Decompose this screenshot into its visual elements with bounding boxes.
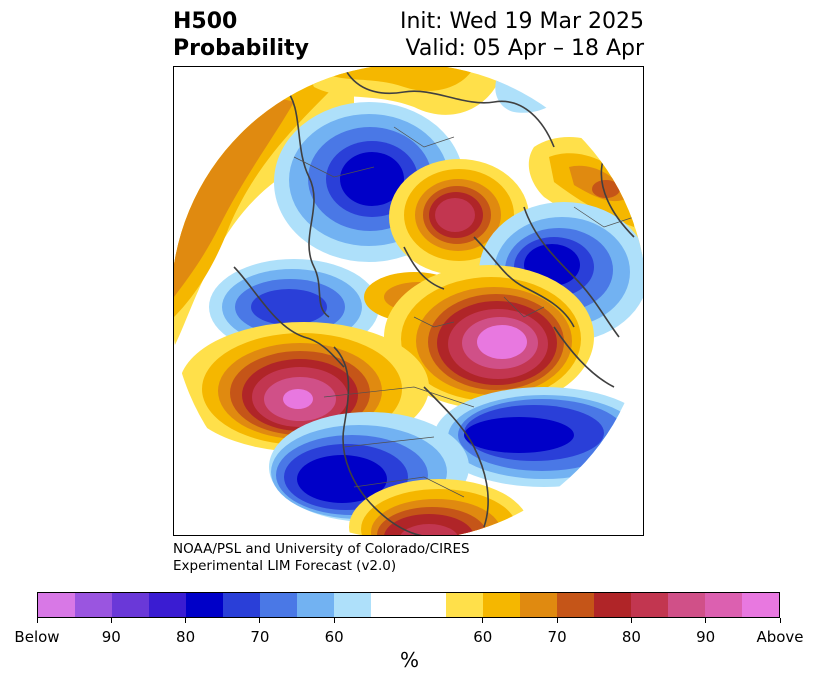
colorbar-segment (149, 593, 187, 617)
colorbar-segment (593, 593, 631, 617)
colorbar-segment (260, 593, 298, 617)
colorbar-tick-label: Above (756, 628, 804, 646)
anomaly-positive-pole (389, 159, 529, 275)
forecast-dates: Init: Wed 19 Mar 2025 Valid: 05 Apr – 18… (400, 8, 644, 62)
colorbar-tick-label: 70 (547, 628, 567, 646)
colorbar-tick (185, 618, 187, 623)
colorbar-tick (556, 618, 558, 623)
colorbar-segment (667, 593, 705, 617)
init-date: Init: Wed 19 Mar 2025 (399, 9, 644, 34)
colorbar-segment (704, 593, 742, 617)
credit-line-model: Experimental LIM Forecast (v2.0) (173, 558, 397, 574)
colorbar (37, 592, 780, 618)
colorbar-segment (371, 593, 409, 617)
colorbar-tick (705, 618, 707, 623)
colorbar-tick (779, 618, 781, 623)
colorbar-segment (112, 593, 150, 617)
colorbar-tick-label: 70 (250, 628, 270, 646)
colorbar-tick-label: 60 (324, 628, 344, 646)
colorbar-tick-label: Below (14, 628, 60, 646)
credit-text: NOAA/PSL and University of Colorado/CIRE… (173, 541, 470, 575)
chart-title: H500 Probability (173, 8, 309, 62)
anomaly-positive-south (349, 479, 529, 535)
colorbar-unit: % (399, 648, 419, 672)
title-line-variable: H500 (173, 9, 238, 34)
colorbar-tick-label: 90 (101, 628, 121, 646)
colorbar-segment (223, 593, 261, 617)
colorbar-tick-label: 80 (621, 628, 641, 646)
colorbar-tick-label: 80 (176, 628, 196, 646)
colorbar-segment (334, 593, 372, 617)
colorbar-segment (741, 593, 779, 617)
colorbar-segment (408, 593, 446, 617)
colorbar-tick (259, 618, 261, 623)
colorbar-tick-label: 60 (473, 628, 493, 646)
borders (293, 126, 635, 498)
colorbar-segment (445, 593, 483, 617)
colorbar-segment (186, 593, 224, 617)
colorbar-segment (482, 593, 520, 617)
colorbar-segment (38, 593, 76, 617)
colorbar-tick (630, 618, 632, 623)
colorbar-segment (519, 593, 557, 617)
title-line-type: Probability (173, 36, 309, 61)
colorbar-tick (36, 618, 38, 623)
colorbar-segment (630, 593, 668, 617)
colorbar-tick (333, 618, 335, 623)
anomaly-positive-atlantic (384, 265, 594, 409)
colorbar-tick-label: 90 (696, 628, 716, 646)
coastlines (233, 67, 635, 535)
colorbar-segment (297, 593, 335, 617)
colorbar-segment (556, 593, 594, 617)
colorbar-tick (482, 618, 484, 623)
colorbar-segment (75, 593, 113, 617)
map-svg (174, 67, 643, 535)
polar-map (173, 66, 644, 536)
colorbar-tick (110, 618, 112, 623)
credit-line-org: NOAA/PSL and University of Colorado/CIRE… (173, 541, 470, 557)
valid-dates: Valid: 05 Apr – 18 Apr (405, 36, 645, 61)
